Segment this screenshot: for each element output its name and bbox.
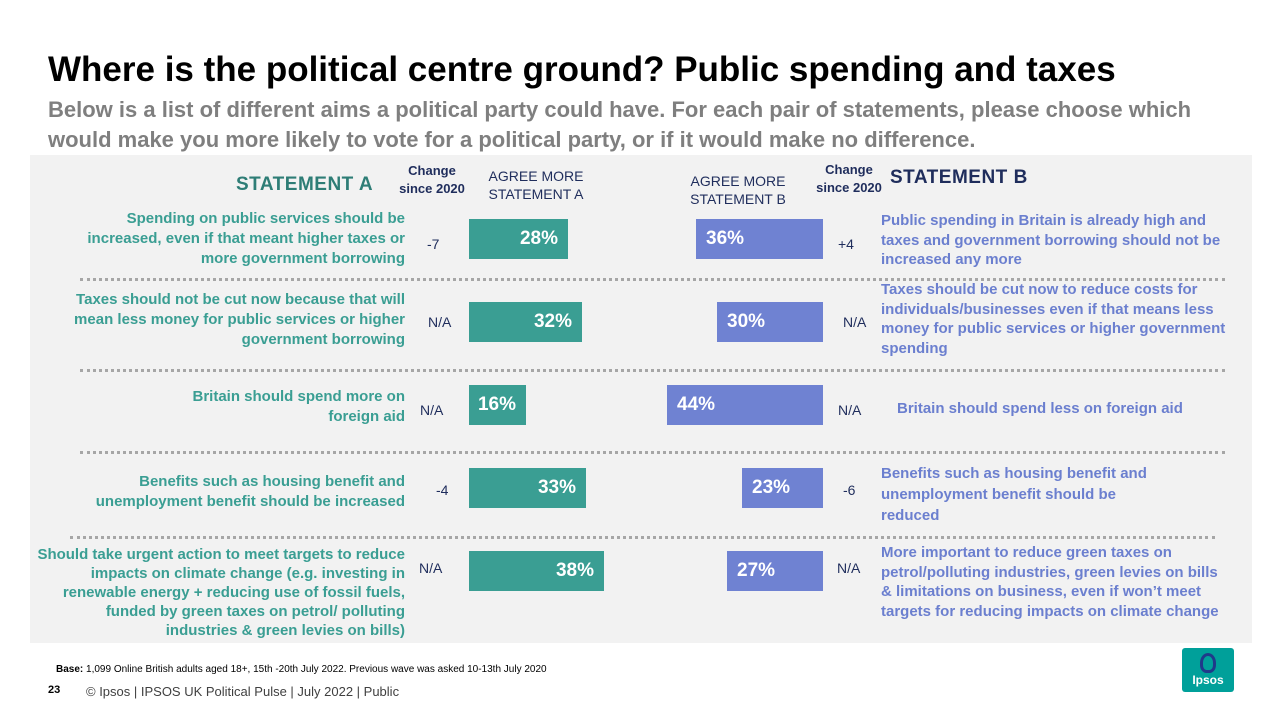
change-b-value: +4	[838, 236, 854, 252]
bar-statement-a: 28%	[469, 219, 568, 259]
statement-b-text: Britain should spend less on foreign aid	[897, 400, 1183, 417]
change-a-value: N/A	[428, 314, 452, 330]
base-note: Base: 1,099 Online British adults aged 1…	[56, 664, 547, 675]
bar-statement-b: 27%	[727, 551, 823, 591]
change-header-b: Change since 2020	[816, 162, 882, 195]
footer-copyright: © Ipsos | IPSOS UK Political Pulse | Jul…	[86, 684, 400, 699]
base-text: 1,099 Online British adults aged 18+, 15…	[86, 664, 547, 675]
statement-b-text: Taxes should be cut now to reduce costs …	[881, 281, 1226, 357]
base-label: Base:	[56, 664, 84, 675]
bar-statement-a: 16%	[469, 385, 526, 425]
statement-a-text: Benefits such as housing benefit and une…	[95, 473, 405, 510]
agree-a-header: AGREE MORE STATEMENT A	[488, 168, 584, 202]
change-b-value: N/A	[843, 314, 867, 330]
bar-statement-b: 23%	[742, 468, 823, 508]
agree-b-header: AGREE MORE STATEMENT B	[690, 173, 786, 207]
bar-statement-a: 33%	[469, 468, 586, 508]
page-subtitle: Below is a list of different aims a poli…	[48, 97, 1192, 152]
statement-b-header: STATEMENT B	[890, 167, 1028, 188]
row-divider	[80, 451, 1225, 454]
bar-statement-b: 30%	[717, 302, 823, 342]
statement-a-text: Spending on public services should be in…	[87, 210, 405, 267]
page-title: Where is the political centre ground? Pu…	[48, 50, 1116, 89]
statement-a-text: Britain should spend more on foreign aid	[192, 388, 405, 425]
bar-statement-b: 36%	[696, 219, 823, 259]
statement-b-text: Benefits such as housing benefit and une…	[881, 465, 1147, 524]
statement-a-header: STATEMENT A	[236, 174, 374, 195]
change-a-value: N/A	[420, 402, 444, 418]
statement-b-text: Public spending in Britain is already hi…	[881, 212, 1221, 268]
chart-panel	[30, 155, 1252, 643]
statement-a-text: Should take urgent action to meet target…	[37, 546, 405, 639]
page-number: 23	[48, 684, 61, 696]
bar-statement-a: 38%	[469, 551, 604, 591]
row-divider	[80, 369, 1225, 372]
change-a-value: -7	[427, 236, 440, 252]
bar-statement-b: 44%	[667, 385, 823, 425]
change-a-value: N/A	[419, 560, 443, 576]
statement-a-text: Taxes should not be cut now because that…	[74, 291, 405, 348]
ipsos-logo-text: Ipsos	[1192, 673, 1224, 687]
row-divider	[80, 278, 1225, 281]
change-b-value: N/A	[838, 402, 862, 418]
ipsos-logo: Ipsos	[1182, 648, 1234, 692]
row-divider	[70, 536, 1215, 539]
change-a-value: -4	[436, 482, 449, 498]
change-b-value: -6	[843, 482, 856, 498]
change-b-value: N/A	[837, 560, 861, 576]
bar-statement-a: 32%	[469, 302, 582, 342]
statement-b-text: More important to reduce green taxes on …	[881, 544, 1219, 620]
change-header-a: Change since 2020	[399, 163, 465, 196]
ipsos-mark-icon	[1200, 653, 1216, 673]
